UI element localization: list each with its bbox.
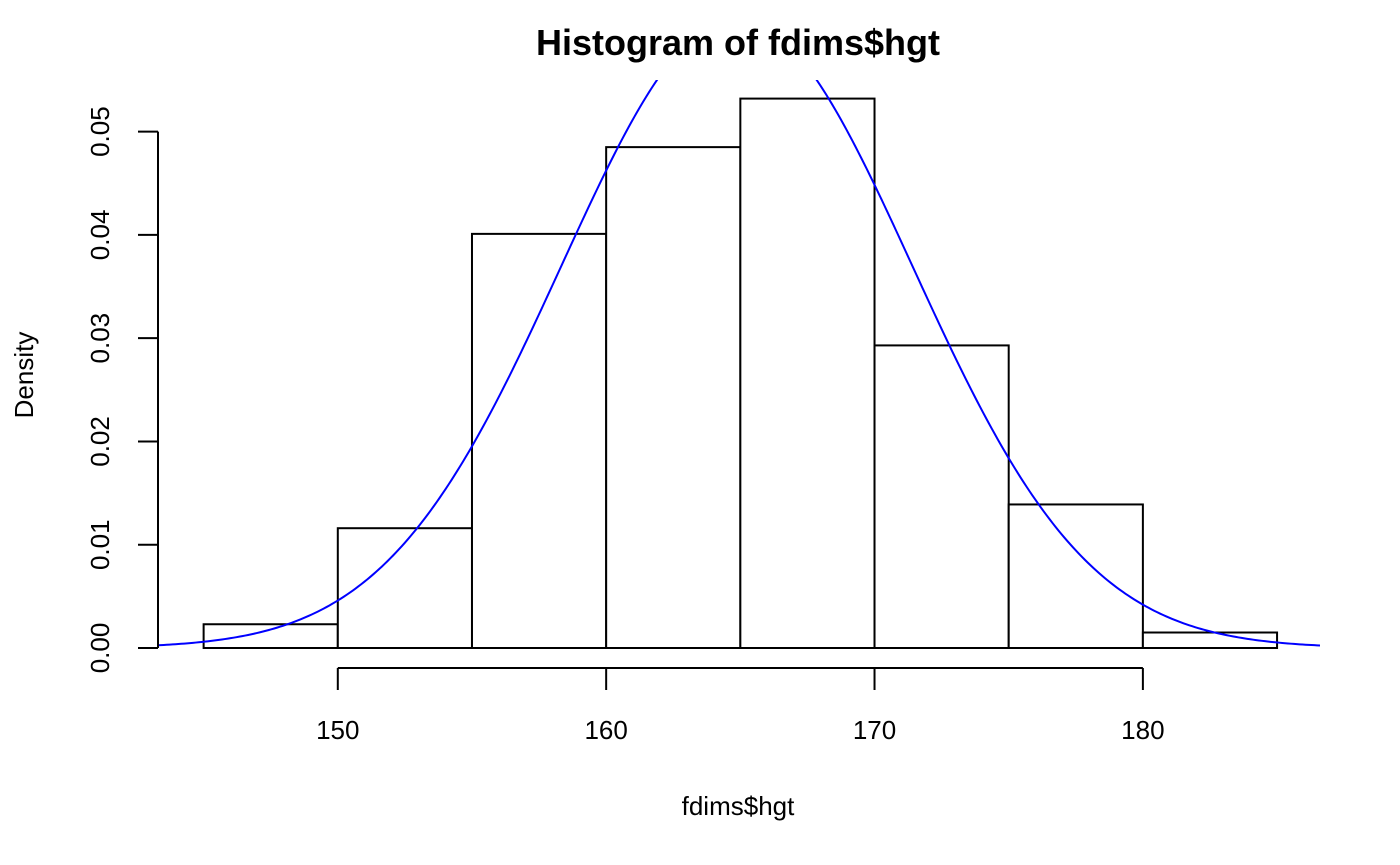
histogram-bar (1141, 631, 1279, 650)
histogram-bar (336, 527, 473, 649)
histogram-bar (470, 232, 608, 649)
x-tick-label: 160 (584, 715, 627, 745)
y-tick-label: 0.05 (85, 106, 115, 157)
histogram-bar (1007, 503, 1144, 649)
histogram-bars (202, 97, 1279, 650)
histogram-bar (739, 97, 876, 649)
y-tick-label: 0.01 (85, 519, 115, 570)
chart-title: Histogram of fdims$hgt (536, 22, 940, 63)
density-curve-group (158, 80, 1320, 647)
histogram-bar (873, 344, 1010, 649)
x-tick-label: 170 (853, 715, 896, 745)
x-axis: 150 160 170 180 (316, 667, 1165, 745)
x-tick-label: 180 (1121, 715, 1164, 745)
y-axis: 0.00 0.01 0.02 0.03 0.04 0.05 (85, 106, 159, 674)
x-tick-label: 150 (316, 715, 359, 745)
y-tick-label: 0.00 (85, 623, 115, 674)
histogram-bar (605, 146, 742, 650)
density-curve (158, 80, 1320, 647)
y-tick-label: 0.04 (85, 210, 115, 261)
y-tick-label: 0.03 (85, 313, 115, 364)
y-tick-label: 0.02 (85, 416, 115, 467)
x-axis-label: fdims$hgt (682, 791, 795, 821)
histogram-bar (202, 623, 339, 649)
y-axis-label: Density (9, 332, 39, 419)
